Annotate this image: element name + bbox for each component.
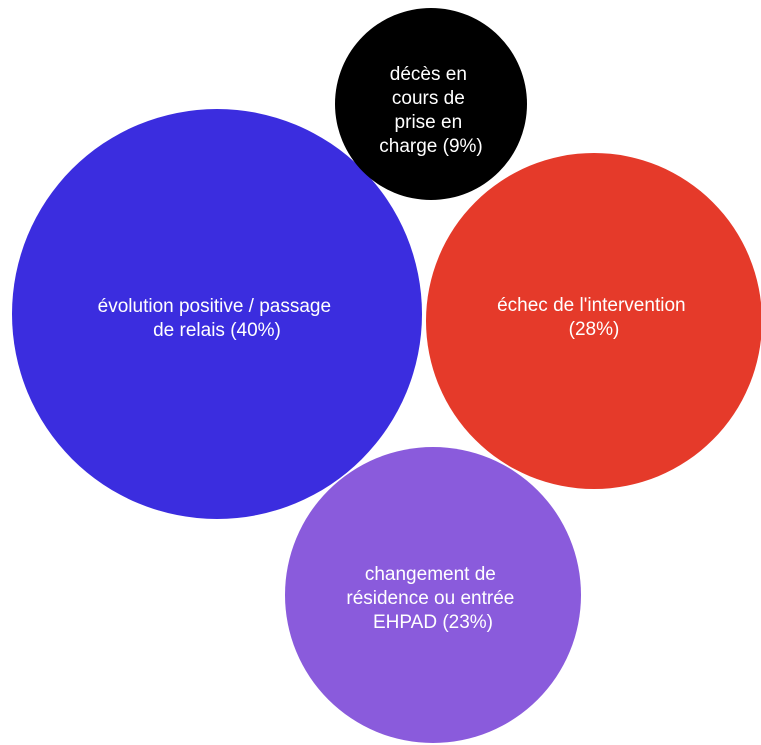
bubble-deces-label-line-4: charge (9%)	[379, 136, 483, 157]
bubble-evolution-positive	[12, 109, 422, 519]
bubble-echec-intervention-label-line-1: échec de l'intervention	[497, 295, 685, 316]
bubble-changement-residence-label-line-1: changement de	[365, 564, 496, 585]
bubble-evolution-positive-label-line-1: évolution positive / passage	[98, 296, 331, 317]
bubble-evolution-positive-label-line-2: de relais (40%)	[153, 320, 281, 341]
bubble-echec-intervention-label-line-2: (28%)	[569, 319, 620, 340]
bubble-changement-residence-label-line-2: résidence ou entrée	[346, 588, 514, 609]
bubble-echec-intervention	[426, 153, 761, 489]
bubble-changement-residence-label: changement de résidence ou entrée EHPAD …	[346, 564, 519, 633]
bubble-deces-label: décès en cours de prise en charge (9%)	[379, 64, 483, 157]
bubble-deces	[335, 8, 527, 200]
bubble-deces-label-line-2: cours de	[392, 88, 465, 109]
bubble-echec-intervention-label: échec de l'intervention (28%)	[497, 295, 691, 340]
bubble-evolution-positive-label: évolution positive / passage de relais (…	[98, 296, 337, 341]
bubble-changement-residence-label-line-3: EHPAD (23%)	[373, 612, 493, 633]
bubble-deces-label-line-1: décès en	[390, 64, 467, 85]
bubble-deces-label-line-3: prise en	[395, 112, 463, 133]
bubble-changement-residence	[285, 447, 581, 743]
